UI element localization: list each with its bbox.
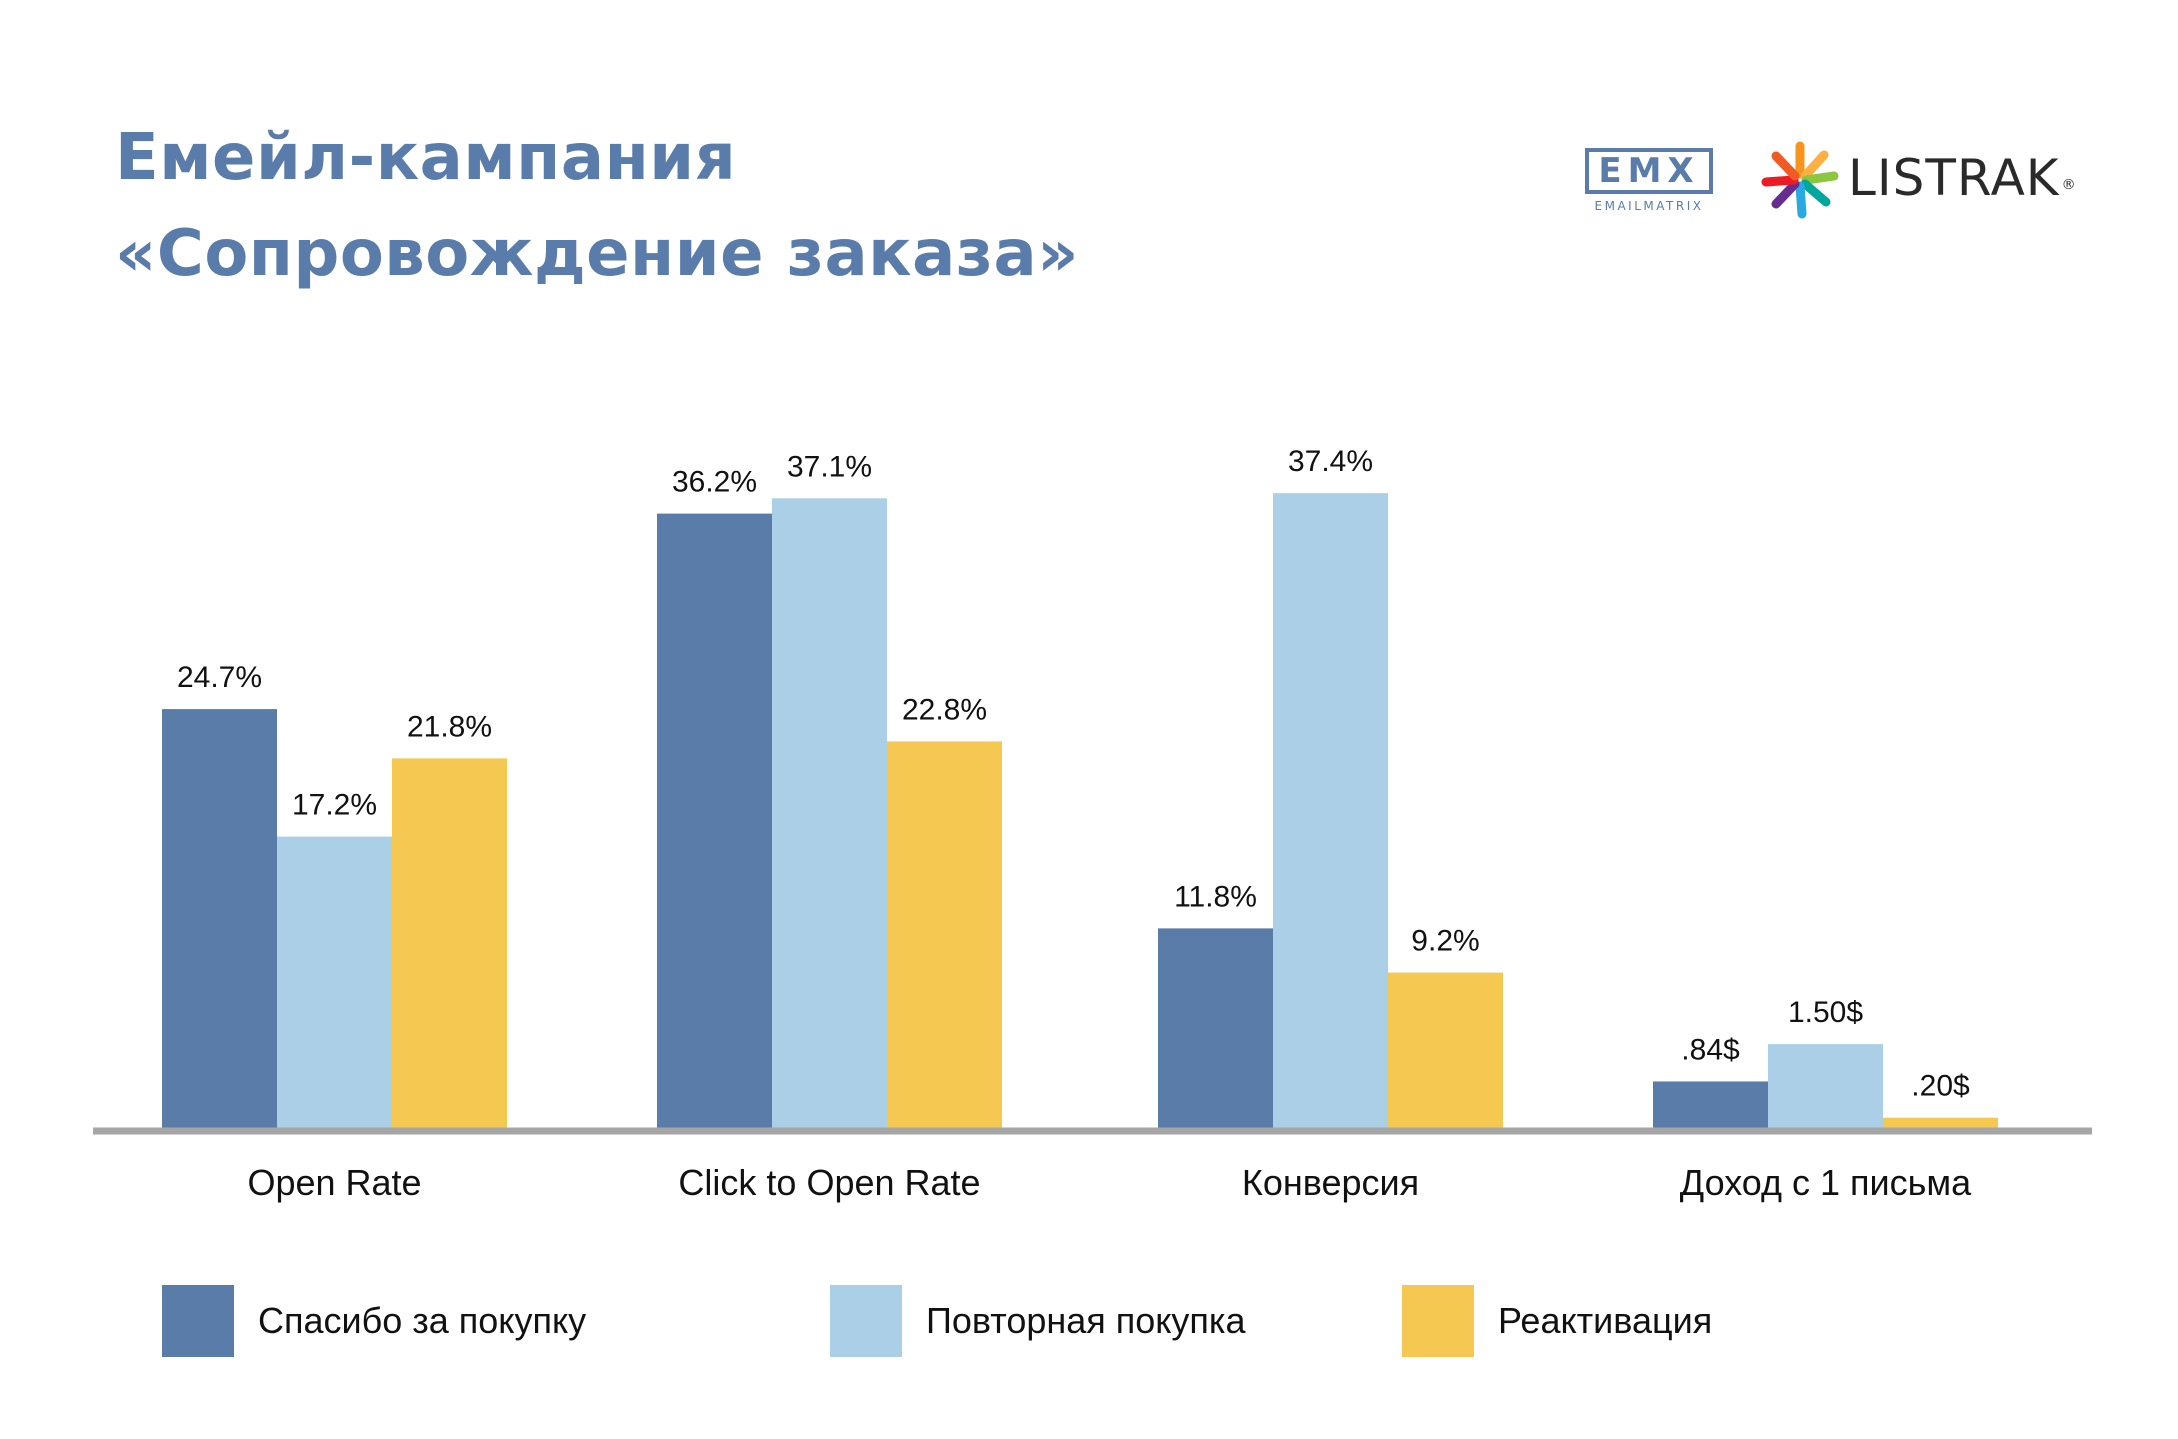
category-label-2: Click to Open Rate — [678, 1162, 980, 1203]
legend-label-2: Повторная покупка — [926, 1300, 1246, 1341]
bar-1-2 — [657, 513, 772, 1129]
chart-title: Емейл-кампания «Сопровождение заказа» — [115, 110, 1079, 302]
emx-logo: EMX — [1585, 148, 1713, 194]
data-label-2-3: 37.4% — [1288, 445, 1373, 478]
chart-title-line-1: Емейл-кампания — [115, 121, 737, 195]
category-label-1: Open Rate — [247, 1162, 421, 1203]
data-label-2-1: 17.2% — [292, 789, 377, 822]
data-label-1-4: .84$ — [1681, 1033, 1740, 1066]
listrak-logo-icon — [1761, 141, 1839, 219]
bar-3-1 — [392, 758, 507, 1129]
chart-title-line-2: «Сопровождение заказа» — [115, 217, 1079, 291]
bar-1-1 — [162, 709, 277, 1129]
data-label-2-2: 37.1% — [787, 450, 872, 483]
data-label-3-3: 9.2% — [1411, 925, 1479, 958]
category-label-4: Доход с 1 письма — [1680, 1162, 1972, 1203]
legend-label-1: Спасибо за покупку — [258, 1300, 587, 1341]
partner-logos: EMX EMAILMATRIX LISTRAK ® — [1580, 140, 2080, 230]
bar-1-3 — [1158, 928, 1273, 1129]
data-label-2-4: 1.50$ — [1788, 996, 1863, 1029]
data-label-3-1: 21.8% — [407, 710, 492, 743]
bar-1-4 — [1653, 1081, 1768, 1129]
legend-swatch-3 — [1402, 1285, 1474, 1357]
data-label-1-1: 24.7% — [177, 661, 262, 694]
bar-2-3 — [1273, 493, 1388, 1129]
legend-swatch-1 — [162, 1285, 234, 1357]
data-label-1-3: 11.8% — [1174, 880, 1257, 913]
legend-label-3: Реактивация — [1498, 1300, 1713, 1341]
bar-3-4 — [1883, 1117, 1998, 1129]
bar-3-3 — [1388, 972, 1503, 1129]
data-label-3-2: 22.8% — [902, 693, 987, 726]
emx-wordmark: EMAILMATRIX — [1594, 199, 1704, 213]
data-label-1-2: 36.2% — [672, 466, 757, 499]
category-label-3: Конверсия — [1242, 1162, 1419, 1203]
bar-2-1 — [277, 836, 392, 1129]
bar-2-2 — [772, 498, 887, 1129]
bar-2-4 — [1768, 1044, 1883, 1129]
legend-swatch-2 — [830, 1285, 902, 1357]
listrak-wordmark: LISTRAK ® — [1848, 149, 2077, 207]
bar-3-2 — [887, 741, 1002, 1129]
data-label-3-4: .20$ — [1911, 1070, 1970, 1103]
